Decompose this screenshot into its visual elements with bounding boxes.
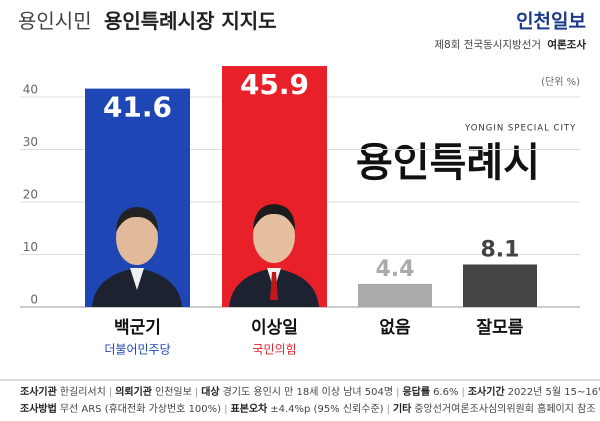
footer-label: 기타 xyxy=(393,402,412,415)
footer-label: 응답률 xyxy=(402,386,430,398)
title: 용인시민 용인특례시장 지지도 xyxy=(18,9,277,33)
footer-label: 대상 xyxy=(201,385,220,398)
footer-line: 조사방법 무선 ARS (휴대전화 가상번호 100%) | 표본오차 ±4.4%p (… xyxy=(20,402,596,415)
hair xyxy=(253,204,295,230)
bars xyxy=(85,66,537,308)
footer-text: 인천일보 xyxy=(155,386,192,398)
tie xyxy=(270,272,278,300)
face xyxy=(253,209,295,263)
footer-line: 조사기관 한길리서치 | 의뢰기관 인천일보 | 대상 경기도 용인시 만 18세 이상 남녀… xyxy=(20,385,600,398)
logo: 인천일보 xyxy=(516,11,586,33)
footer-text: 2022년 5월 15~16일 xyxy=(508,386,600,398)
footer-text: 중앙선거여론조사심의위원회 홈페이지 참조 xyxy=(414,402,595,415)
footer-label: 의뢰기관 xyxy=(115,385,153,398)
y-tick-label: 40 xyxy=(23,83,38,97)
value-label: 8.1 xyxy=(481,237,520,262)
bar xyxy=(358,283,432,307)
separator: | xyxy=(195,387,198,398)
title-light: 용인시민 xyxy=(18,9,92,33)
footer-label: 조사방법 xyxy=(20,402,57,415)
separator: | xyxy=(224,404,227,415)
hair xyxy=(116,207,158,232)
footer-label: 조사기관 xyxy=(20,385,58,398)
title-bold: 용인특례시장 지지도 xyxy=(104,9,277,33)
bar xyxy=(463,264,537,307)
x-tick-label: 이상일 xyxy=(251,318,298,338)
footer: 조사기관 한길리서치 | 의뢰기관 인천일보 | 대상 경기도 용인시 만 18세 이상 남녀… xyxy=(20,385,600,415)
footer-label: 표본오차 xyxy=(230,402,268,415)
y-tick-label: 0 xyxy=(30,293,38,307)
party-label: 국민의힘 xyxy=(252,343,296,357)
photo xyxy=(92,207,182,307)
photos xyxy=(92,204,319,307)
separator: | xyxy=(461,387,464,398)
footer-text: 무선 ARS (휴대전화 가상번호 100%) xyxy=(60,403,221,415)
footer-text: ±4.4%p (95% 신뢰수준) xyxy=(270,403,383,415)
value-label: 4.4 xyxy=(376,257,415,282)
value-label: 45.9 xyxy=(240,68,309,101)
subtitle: 제8회 전국동시지방선거 여론조사 xyxy=(434,38,586,51)
y-tick-label: 30 xyxy=(23,135,38,149)
watermark-main: 용인특례시 xyxy=(356,140,540,186)
separator: | xyxy=(396,387,399,398)
watermark-sub: YONGIN SPECIAL CITY xyxy=(464,124,576,134)
footer-text: 한길리서치 xyxy=(60,385,106,398)
separator: | xyxy=(387,404,390,415)
y-tick-label: 20 xyxy=(23,188,38,202)
x-tick-label: 없음 xyxy=(379,318,411,338)
party-label: 더불어민주당 xyxy=(104,343,170,357)
y-tick-label: 10 xyxy=(23,240,38,254)
face xyxy=(116,211,158,265)
footer-text: 경기도 용인시 만 18세 이상 남녀 504명 xyxy=(223,385,393,398)
footer-text: 6.6% xyxy=(433,387,458,398)
subtitle-text: 제8회 전국동시지방선거 xyxy=(434,39,541,51)
subtitle-bold: 여론조사 xyxy=(547,38,586,51)
unit: (단위 %) xyxy=(541,75,580,88)
separator: | xyxy=(109,387,112,398)
x-tick-label: 백군기 xyxy=(114,318,161,338)
x-tick-label: 잘모름 xyxy=(477,317,524,338)
footer-label: 조사기간 xyxy=(468,385,506,398)
bar xyxy=(222,66,327,308)
photo xyxy=(229,204,319,307)
shirt xyxy=(130,268,144,290)
value-label: 41.6 xyxy=(103,91,172,124)
